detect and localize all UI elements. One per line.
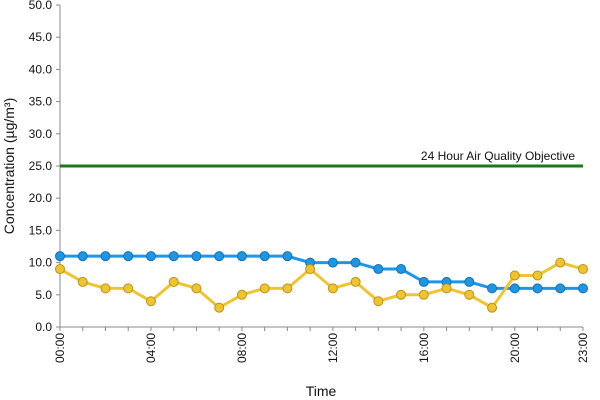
point <box>100 283 111 294</box>
point <box>77 276 88 287</box>
point <box>214 302 225 313</box>
x-tick-label: 23:00 <box>576 333 590 363</box>
point <box>373 264 384 275</box>
point <box>350 276 361 287</box>
y-tick-label: 20.0 <box>29 191 53 205</box>
x-tick-label: 04:00 <box>144 333 158 363</box>
point <box>578 283 588 294</box>
y-tick-label: 5.0 <box>35 288 52 302</box>
point <box>100 251 111 262</box>
point <box>578 264 588 275</box>
point <box>532 283 543 294</box>
point <box>259 283 270 294</box>
point <box>305 264 316 275</box>
point <box>282 283 293 294</box>
point <box>191 251 202 262</box>
point <box>168 276 179 287</box>
y-tick-label: 15.0 <box>29 223 53 237</box>
point <box>145 251 156 262</box>
point <box>327 283 338 294</box>
y-tick-label: 0.0 <box>35 320 52 334</box>
y-tick-label: 40.0 <box>29 62 53 76</box>
x-tick-label: 12:00 <box>326 333 340 363</box>
point <box>55 251 65 262</box>
point <box>396 289 407 300</box>
x-tick-label: 08:00 <box>235 333 249 363</box>
point <box>168 251 179 262</box>
point <box>214 251 225 262</box>
point <box>418 289 429 300</box>
point <box>350 257 361 268</box>
y-tick-label: 45.0 <box>29 30 53 44</box>
y-tick-label: 50.0 <box>29 0 53 12</box>
objective-label: 24 Hour Air Quality Objective <box>421 149 575 163</box>
y-tick-label: 30.0 <box>29 127 53 141</box>
point <box>327 257 338 268</box>
point <box>396 264 407 275</box>
point <box>509 270 520 281</box>
point <box>487 302 498 313</box>
point <box>487 283 498 294</box>
point <box>123 251 134 262</box>
point <box>464 276 475 287</box>
x-tick-label: 16:00 <box>417 333 431 363</box>
point <box>555 283 566 294</box>
series-line <box>59 260 584 310</box>
y-tick-label: 35.0 <box>29 95 53 109</box>
point <box>509 283 520 294</box>
point <box>464 289 475 300</box>
x-tick-label: 00:00 <box>53 333 67 363</box>
point <box>123 283 134 294</box>
point <box>145 296 156 307</box>
point <box>259 251 270 262</box>
point <box>77 251 88 262</box>
point <box>555 257 566 268</box>
point <box>373 296 384 307</box>
y-tick-label: 25.0 <box>29 159 53 173</box>
y-tick-label: 10.0 <box>29 256 53 270</box>
series-line <box>60 254 583 290</box>
x-axis-label: Time <box>306 383 337 399</box>
x-tick-label: 20:00 <box>508 333 522 363</box>
point <box>236 251 247 262</box>
point <box>236 289 247 300</box>
point <box>282 251 293 262</box>
y-axis-label: Concentration (µg/m³) <box>1 98 17 234</box>
point <box>532 270 543 281</box>
point <box>55 264 65 275</box>
point <box>418 276 429 287</box>
point <box>191 283 202 294</box>
point <box>441 283 452 294</box>
